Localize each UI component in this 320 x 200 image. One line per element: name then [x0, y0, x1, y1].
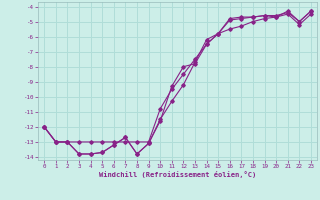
- X-axis label: Windchill (Refroidissement éolien,°C): Windchill (Refroidissement éolien,°C): [99, 171, 256, 178]
